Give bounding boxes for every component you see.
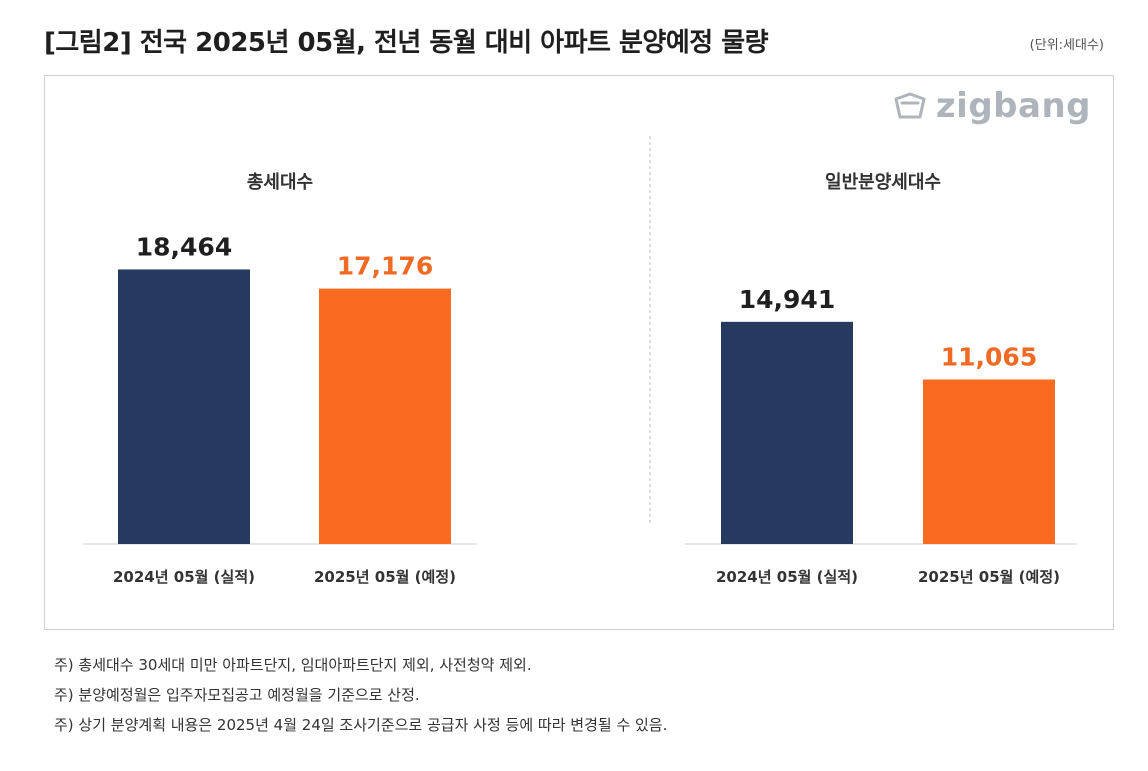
chart-panel: zigbang 총세대수 일반분양세대수 18,464 17,176 14,941 1… bbox=[44, 75, 1114, 630]
x-tick-general-2025: 2025년 05월 (예정) bbox=[918, 568, 1060, 586]
unit-label: (단위:세대수) bbox=[1029, 38, 1104, 53]
footnote-3: 주) 상기 분양계획 내용은 2025년 4월 24일 조사기준으로 공급자 사… bbox=[54, 716, 668, 734]
value-label-total-2025: 17,176 bbox=[337, 252, 433, 281]
x-tick-total-2025: 2025년 05월 (예정) bbox=[314, 568, 456, 586]
panel-title-total: 총세대수 bbox=[247, 172, 313, 193]
zigbang-logo-icon bbox=[894, 92, 926, 119]
bar-chart: 총세대수 일반분양세대수 18,464 17,176 14,941 11,065 20… bbox=[83, 136, 1077, 586]
logo-text: zigbang bbox=[935, 86, 1091, 126]
value-label-general-2025: 11,065 bbox=[941, 342, 1037, 371]
bar-total-2024 bbox=[118, 269, 250, 544]
x-tick-general-2024: 2024년 05월 (실적) bbox=[716, 568, 858, 586]
panel-title-general: 일반분양세대수 bbox=[825, 172, 941, 193]
footnotes: 주) 총세대수 30세대 미만 아파트단지, 임대아파트단지 제외, 사전청약 … bbox=[54, 650, 667, 740]
bar-general-2024 bbox=[721, 321, 853, 544]
x-tick-total-2024: 2024년 05월 (실적) bbox=[113, 568, 255, 586]
value-label-general-2024: 14,941 bbox=[739, 285, 835, 314]
value-label-total-2024: 18,464 bbox=[136, 232, 232, 261]
zigbang-logo: zigbang bbox=[892, 86, 1091, 126]
footnote-1: 주) 총세대수 30세대 미만 아파트단지, 임대아파트단지 제외, 사전청약 … bbox=[54, 656, 532, 674]
bar-total-2025 bbox=[319, 288, 451, 544]
bar-general-2025 bbox=[923, 379, 1055, 544]
footnote-2: 주) 분양예정월은 입주자모집공고 예정월을 기준으로 산정. bbox=[54, 686, 420, 704]
chart-title: [그림2] 전국 2025년 05월, 전년 동월 대비 아파트 분양예정 물량 bbox=[44, 28, 769, 58]
